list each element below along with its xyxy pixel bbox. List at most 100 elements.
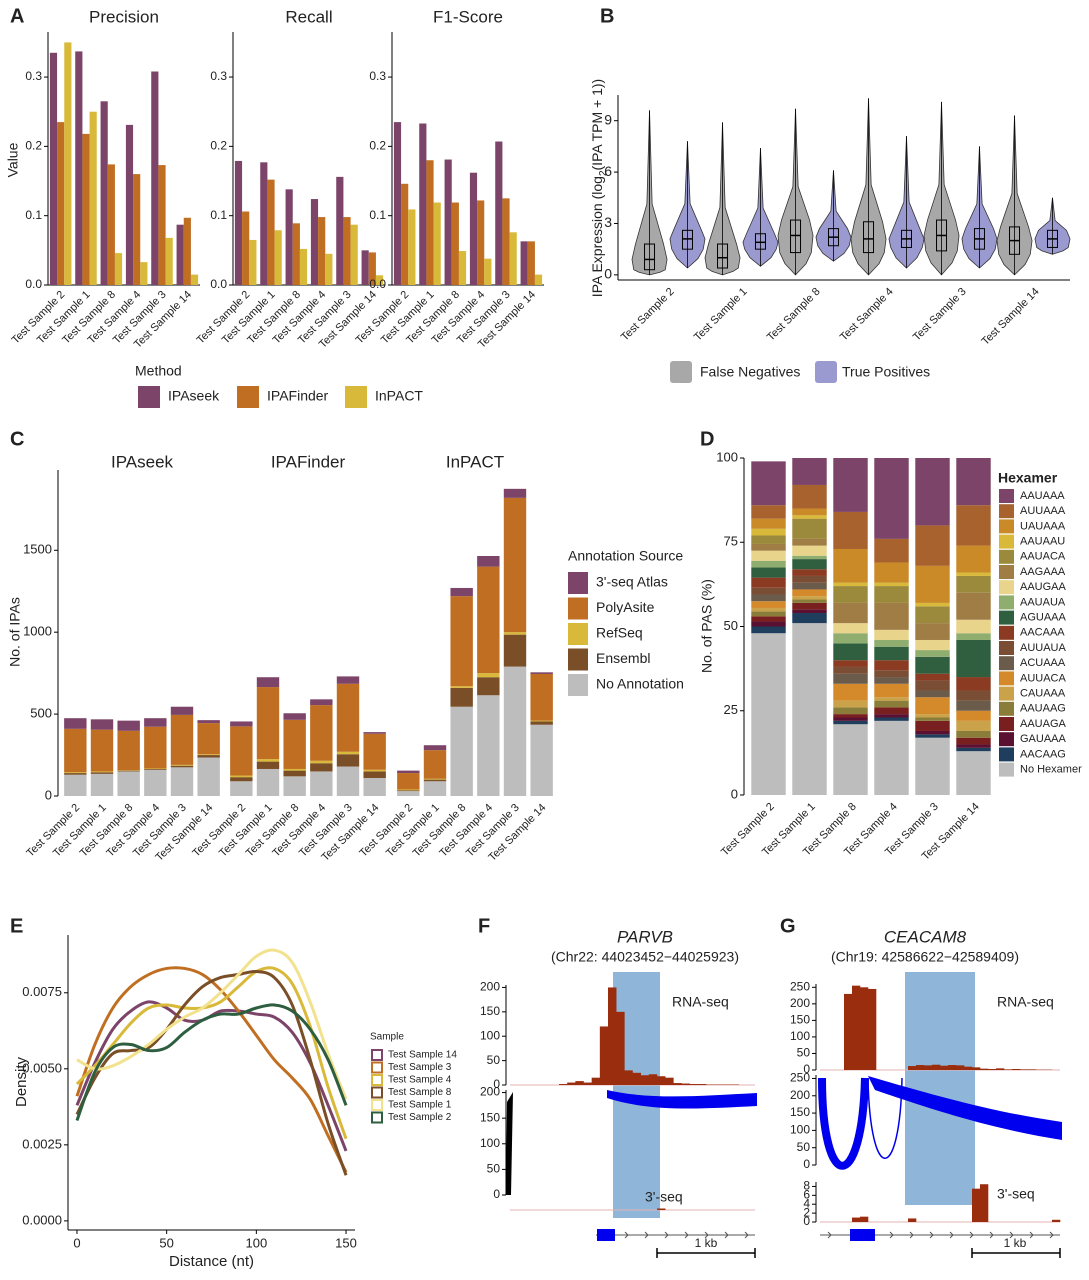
y-tick-label: 0.0 (369, 277, 386, 291)
legend-swatch (999, 610, 1014, 625)
y-tick-label: 0.0075 (22, 984, 62, 999)
bar (419, 123, 427, 286)
bar (234, 160, 243, 285)
y-tick-label: 0.0025 (22, 1136, 62, 1151)
bar-segment (64, 728, 87, 773)
bar-segment (197, 757, 220, 796)
bar-segment (310, 763, 333, 772)
bar (318, 217, 326, 285)
bar-segment (792, 458, 827, 485)
coverage-bar (616, 1011, 625, 1085)
bar-segment (833, 700, 868, 708)
y-tick-label: 0 (493, 1077, 500, 1091)
bar-segment (751, 633, 786, 795)
bar-segment (64, 772, 87, 774)
bar-segment (874, 629, 909, 640)
bar-segment (915, 650, 950, 657)
bar-segment (310, 699, 333, 706)
bar-segment (833, 643, 868, 661)
coverage-bar (1012, 1069, 1021, 1070)
y-tick-label: 200 (790, 996, 810, 1010)
bar-segment (64, 774, 87, 796)
axis-title: Density (13, 1056, 30, 1107)
bar (57, 122, 65, 285)
bar-segment (363, 771, 386, 778)
bar-segment (283, 719, 306, 769)
bar-segment (230, 721, 253, 727)
y-tick-label: 0 (493, 1187, 500, 1201)
bar-segment (792, 602, 827, 610)
legend-label: AAGAAA (1020, 566, 1066, 578)
bar-segment (874, 639, 909, 647)
bar-segment (477, 673, 500, 678)
density-line (76, 948, 348, 1100)
highlight-region (905, 972, 975, 1205)
bar-segment (874, 562, 909, 583)
bar-segment (874, 677, 909, 684)
bar-segment (530, 672, 553, 674)
bar-segment (792, 575, 827, 583)
y-tick-label: 200 (480, 1085, 500, 1099)
y-tick-label: 0.0050 (22, 1060, 62, 1075)
coverage-bar (932, 1064, 941, 1070)
bar (534, 274, 543, 285)
bar-segment (956, 751, 991, 795)
bar-segment (751, 594, 786, 602)
legend-label: AAUAAU (1020, 536, 1065, 548)
coverage-bar (940, 1065, 949, 1070)
y-tick-label: 1000 (23, 624, 52, 639)
bar-segment (450, 687, 473, 707)
y-tick-label: 8 (803, 1179, 810, 1193)
y-tick-label: 1500 (23, 542, 52, 557)
exon (597, 1229, 615, 1241)
bar-segment (833, 717, 868, 721)
legend-label: 3'-seq Atlas (596, 574, 668, 590)
bar-segment (874, 707, 909, 715)
x-tick-label: Test Sample 3 (911, 286, 969, 344)
coverage-bar (673, 1083, 682, 1085)
y-tick-label: 6 (803, 1188, 810, 1202)
y-tick-label: 250 (790, 979, 810, 993)
bar (393, 122, 402, 285)
bar-segment (956, 700, 991, 711)
legend-swatch (999, 717, 1014, 731)
bar-segment (503, 634, 527, 667)
box (790, 219, 802, 254)
coverage-bar (657, 1076, 666, 1085)
bar-segment (792, 613, 827, 624)
coverage-bar (916, 1065, 925, 1070)
y-tick-label: 50 (797, 1140, 811, 1154)
bar-segment (751, 577, 786, 588)
y-tick-label: 150 (790, 1105, 810, 1119)
bar-segment (792, 609, 827, 614)
coverage-bar (852, 985, 861, 1070)
legend-label: True Positives (842, 364, 930, 380)
bar-segment (751, 535, 786, 544)
y-tick-label: 50 (487, 1053, 501, 1067)
coverage-bar (844, 993, 853, 1070)
bar-segment (874, 670, 909, 678)
bar-segment (503, 488, 527, 498)
bar-segment (792, 545, 827, 556)
y-tick-label: 0.3 (369, 69, 386, 83)
box (863, 221, 875, 254)
coverage-bar (583, 1082, 592, 1085)
coverage-bar (1028, 1069, 1037, 1070)
bar (274, 230, 282, 285)
y-tick-label: 100 (480, 1136, 500, 1150)
bar-segment (336, 766, 360, 796)
bar-segment (90, 773, 114, 796)
bar-segment (283, 770, 306, 777)
density-line (75, 969, 348, 1176)
bar-segment (751, 587, 786, 595)
bar-segment (310, 705, 333, 761)
legend-label: IPAseek (168, 388, 220, 404)
bar (310, 199, 319, 285)
coverage-bar (908, 1218, 917, 1222)
bar (520, 241, 528, 285)
bar (368, 252, 376, 285)
panel-letter: A (10, 5, 24, 27)
legend-label: AAUAGA (1020, 718, 1067, 730)
bar-segment (874, 700, 909, 708)
bar-segment (792, 559, 827, 570)
